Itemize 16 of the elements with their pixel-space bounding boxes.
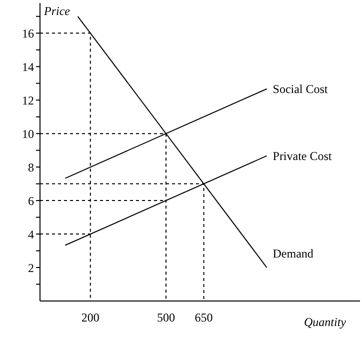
series-label: Demand [272, 246, 314, 261]
y-tick-label: 8 [28, 160, 34, 174]
x-axis-title: Quantity [304, 315, 347, 329]
series-label: Private Cost [272, 148, 332, 163]
y-axis-title: Price [43, 4, 71, 18]
x-tick-label: 650 [194, 310, 213, 325]
y-tick-label: 6 [28, 194, 34, 208]
y-tick-label: 12 [22, 93, 34, 108]
y-tick-label: 16 [22, 26, 34, 40]
x-tick-label: 200 [81, 310, 100, 325]
y-tick-label: 4 [28, 227, 34, 242]
y-tick-label: 10 [22, 126, 34, 141]
series-label: Social Cost [272, 82, 328, 96]
y-tick-label: 14 [22, 60, 34, 74]
y-tick-label: 2 [28, 260, 34, 275]
x-tick-label: 500 [156, 310, 175, 325]
